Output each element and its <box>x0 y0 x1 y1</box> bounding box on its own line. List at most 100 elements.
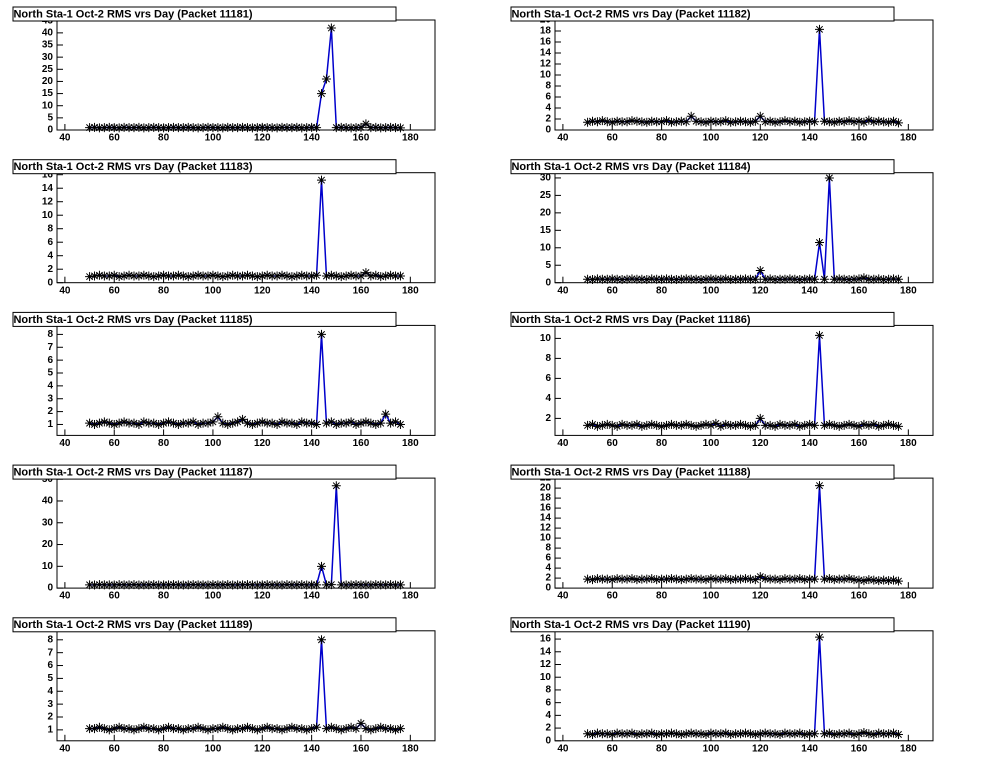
x-tick-label: 140 <box>303 591 320 602</box>
star-marker <box>188 724 198 734</box>
star-marker <box>602 419 612 429</box>
star-marker <box>321 271 331 281</box>
chart-title: North Sta-1 Oct-2 RMS vrs Day (Packet 11… <box>13 161 252 173</box>
star-marker <box>760 574 770 584</box>
star-marker <box>859 419 869 429</box>
star-marker <box>676 729 686 739</box>
star-marker <box>85 418 95 428</box>
star-marker <box>139 270 149 280</box>
star-marker <box>711 729 721 739</box>
star-marker <box>90 271 100 281</box>
star-marker <box>173 580 183 590</box>
star-marker <box>834 574 844 584</box>
x-tick-label: 60 <box>607 743 619 754</box>
star-marker <box>277 725 287 735</box>
y-tick-label: 0 <box>545 583 551 594</box>
title-box <box>510 617 895 633</box>
star-marker <box>277 417 287 427</box>
star-marker <box>810 117 820 127</box>
star-marker <box>829 274 839 284</box>
star-marker <box>252 725 262 735</box>
star-marker <box>326 417 336 427</box>
star-marker <box>218 722 228 732</box>
star-marker <box>726 420 736 430</box>
star-marker <box>233 123 243 133</box>
star-marker <box>159 418 169 428</box>
star-marker <box>632 274 642 284</box>
star-marker <box>317 89 327 99</box>
x-tick-label: 100 <box>703 133 720 144</box>
star-marker <box>198 123 208 133</box>
x-tick-label: 140 <box>303 438 320 449</box>
y-tick-label: 6 <box>47 237 53 248</box>
star-marker <box>159 580 169 590</box>
star-marker <box>686 728 696 738</box>
star-marker <box>859 576 869 586</box>
star-marker <box>592 574 602 584</box>
star-marker <box>849 420 859 430</box>
star-marker <box>602 574 612 584</box>
star-marker <box>706 274 716 284</box>
star-marker <box>785 274 795 284</box>
star-marker <box>770 117 780 127</box>
star-marker <box>321 418 331 428</box>
star-marker <box>356 122 366 132</box>
star-marker <box>198 271 208 281</box>
y-tick-label: 5 <box>47 112 53 123</box>
star-marker <box>307 580 317 590</box>
star-marker <box>292 271 302 281</box>
star-marker <box>691 116 701 126</box>
star-marker <box>839 117 849 127</box>
star-marker <box>159 123 169 133</box>
star-marker <box>164 722 174 732</box>
star-marker <box>617 117 627 127</box>
star-marker <box>223 419 233 429</box>
star-marker <box>312 580 322 590</box>
x-tick-label: 180 <box>900 591 917 602</box>
star-marker <box>282 271 292 281</box>
star-marker <box>755 729 765 739</box>
y-tick-label: 16 <box>540 37 552 48</box>
star-marker <box>864 575 874 585</box>
star-marker <box>262 418 272 428</box>
star-marker <box>90 580 100 590</box>
star-marker <box>346 417 356 427</box>
star-marker <box>662 574 672 584</box>
star-marker <box>331 724 341 734</box>
star-marker <box>637 274 647 284</box>
star-marker <box>622 117 632 127</box>
star-marker <box>819 274 829 284</box>
y-tick-label: 7 <box>47 342 53 353</box>
star-marker <box>755 572 765 582</box>
star-marker <box>686 111 696 121</box>
y-tick-label: 8 <box>47 329 53 340</box>
star-marker <box>346 580 356 590</box>
x-tick-label: 160 <box>851 743 868 754</box>
star-marker <box>662 420 672 430</box>
star-marker <box>745 117 755 127</box>
star-marker <box>642 420 652 430</box>
star-marker <box>879 575 889 585</box>
star-marker <box>864 729 874 739</box>
y-tick-label: 25 <box>42 64 54 75</box>
star-marker <box>884 729 894 739</box>
star-marker <box>849 729 859 739</box>
star-marker <box>706 116 716 126</box>
x-tick-label: 60 <box>109 438 121 449</box>
star-marker <box>671 420 681 430</box>
x-tick-label: 100 <box>205 591 222 602</box>
star-marker <box>696 729 706 739</box>
star-marker <box>361 580 371 590</box>
star-marker <box>317 635 327 645</box>
star-marker <box>114 580 124 590</box>
star-marker <box>765 729 775 739</box>
star-marker <box>612 274 622 284</box>
title-box <box>12 159 397 175</box>
y-tick-label: 20 <box>42 76 54 87</box>
star-marker <box>691 574 701 584</box>
x-tick-label: 120 <box>254 591 271 602</box>
star-marker <box>706 420 716 430</box>
star-marker <box>312 419 322 429</box>
plot-frame <box>554 172 934 284</box>
star-marker <box>247 580 257 590</box>
